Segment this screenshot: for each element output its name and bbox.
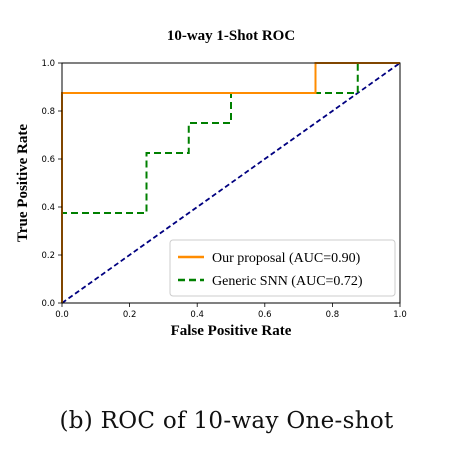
- x-axis-label: False Positive Rate: [171, 323, 292, 339]
- roc-chart: 10-way 1-Shot ROC 0.0 0.2 0.4 0.6 0.8 1.00.00…: [15, 28, 407, 339]
- chart-title: 10-way 1-Shot ROC: [167, 28, 295, 44]
- y-tick-label: 0.0: [41, 299, 55, 309]
- plot-frame: [61, 62, 401, 304]
- y-tick-label: 1.0: [41, 59, 55, 69]
- y-tick-label: 0.8: [41, 107, 55, 117]
- legend-box: [169, 239, 396, 297]
- y-tick-label: 0.6: [41, 155, 55, 165]
- legend-label: Our proposal (AUC=0.90): [212, 251, 361, 266]
- x-tick-label: 1.0: [393, 310, 407, 320]
- series-line-chance-diagonal: [61, 62, 401, 304]
- x-tick-label: 0.6: [258, 310, 272, 320]
- legend-label: Generic SNN (AUC=0.72): [212, 274, 363, 289]
- legend-entries: Our proposal (AUC=0.90) Generic SNN (AUC=…: [178, 251, 363, 289]
- x-tick-label: 0.2: [123, 310, 137, 320]
- y-axis-label: True Positive Rate: [15, 124, 31, 242]
- ticks-layer: 0.0 0.2 0.4 0.6 0.8 1.0 0.0 0.2 0.4 0.6 0.8 1.0: [41, 59, 406, 320]
- y-tick-label: 0.2: [41, 251, 55, 261]
- x-tick-label: 0.0: [55, 310, 69, 320]
- y-tick-label: 0.4: [41, 203, 55, 213]
- x-tick-label: 0.4: [190, 310, 204, 320]
- series-line-generic-snn: [61, 62, 400, 303]
- legend: Our proposal (AUC=0.90) Generic SNN (AUC=…: [169, 239, 396, 297]
- x-tick-label: 0.8: [326, 310, 340, 320]
- figure-caption: (b) ROC of 10-way One-shot: [59, 408, 394, 434]
